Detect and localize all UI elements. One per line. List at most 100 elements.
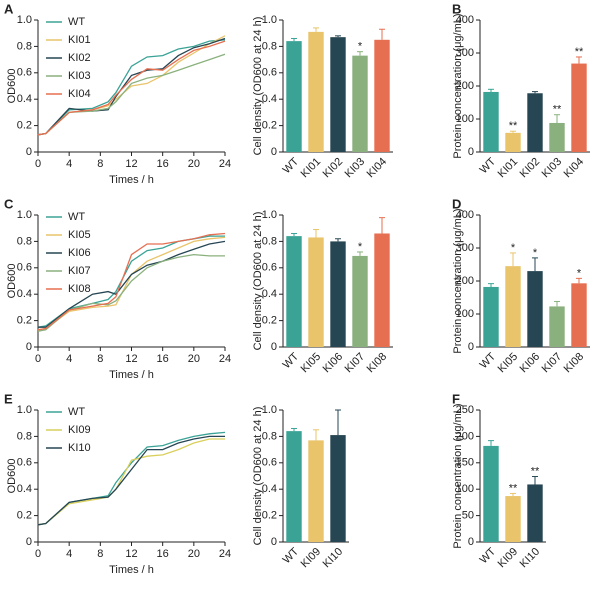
bar: [286, 41, 302, 153]
legend-label: KI07: [68, 265, 91, 277]
significance-mark: *: [358, 41, 363, 53]
x-tick-label: KI01: [496, 156, 520, 180]
bar: [330, 435, 346, 542]
y-tick-label: 1.0: [17, 14, 32, 26]
y-axis-title: Protein concentration (μg/mL): [452, 403, 464, 548]
x-tick-label: 12: [125, 548, 137, 560]
series-line: [37, 236, 226, 331]
y-tick-label: 0: [468, 341, 474, 353]
x-tick-label: 0: [35, 158, 41, 170]
legend-label: KI03: [68, 70, 91, 82]
y-tick-label: 1.0: [262, 209, 277, 221]
y-tick-label: 200: [456, 275, 474, 287]
x-tick-label: 4: [66, 353, 72, 365]
y-axis-title: OD600: [6, 264, 18, 299]
panel-label: F: [452, 391, 460, 406]
bar: [374, 233, 390, 347]
y-tick-label: 50: [462, 510, 474, 522]
y-tick-label: 400: [456, 14, 474, 26]
x-tick-label: 8: [97, 158, 103, 170]
x-tick-label: 20: [188, 158, 200, 170]
y-tick-label: 100: [456, 483, 474, 495]
y-tick-label: 0.2: [262, 510, 277, 522]
x-tick-label: KI05: [299, 351, 323, 375]
y-tick-label: 1.0: [262, 404, 277, 416]
x-tick-label: WT: [478, 545, 499, 566]
x-tick-label: KI07: [540, 351, 564, 375]
x-tick-label: 12: [125, 353, 137, 365]
y-axis-title: Cell density (OD600 at 24 h): [252, 407, 264, 546]
y-tick-label: 0: [468, 146, 474, 158]
bar: [505, 266, 521, 347]
y-axis-title: Cell density (OD600 at 24 h): [252, 17, 264, 156]
series-line: [38, 240, 226, 328]
y-tick-label: 0: [271, 341, 277, 353]
significance-mark: *: [358, 241, 363, 253]
significance-mark: **: [553, 104, 562, 116]
significance-mark: *: [577, 267, 582, 279]
series-line: [37, 438, 225, 526]
y-tick-label: 0.2: [262, 315, 277, 327]
bar: [308, 440, 324, 542]
y-tick-label: 0.6: [17, 67, 32, 79]
y-tick-label: 0.2: [262, 120, 277, 132]
series-line: [37, 253, 225, 332]
y-axis-title: Cell density (OD600 at 24 h): [252, 212, 264, 351]
x-tick-label: 0: [35, 548, 41, 560]
legend-label: WT: [68, 211, 85, 223]
x-tick-label: KI06: [518, 351, 542, 375]
y-tick-label: 0.4: [17, 483, 32, 495]
panel-label: B: [452, 1, 461, 16]
y-tick-label: 1.0: [17, 404, 32, 416]
y-tick-label: 200: [456, 430, 474, 442]
series-line: [37, 35, 226, 136]
bar: [549, 306, 565, 347]
legend-label: KI06: [68, 247, 91, 259]
significance-mark: **: [575, 46, 584, 58]
y-axis-title: OD600: [6, 459, 18, 494]
y-tick-label: 300: [456, 242, 474, 254]
x-tick-label: 4: [66, 158, 72, 170]
y-tick-label: 1.0: [262, 14, 277, 26]
y-tick-label: 0: [26, 146, 32, 158]
y-tick-label: 0.6: [262, 67, 277, 79]
x-tick-label: 20: [188, 353, 200, 365]
bar: [549, 122, 565, 152]
y-tick-label: 0: [271, 536, 277, 548]
significance-mark: **: [531, 465, 540, 477]
panel-label: A: [4, 1, 14, 16]
bar: [286, 431, 302, 542]
series-line: [37, 40, 226, 136]
y-tick-label: 0.8: [262, 235, 277, 247]
x-tick-label: KI08: [365, 351, 389, 375]
bar: [483, 445, 499, 542]
y-tick-label: 0.4: [262, 483, 277, 495]
x-tick-label: WT: [478, 155, 499, 176]
x-tick-label: WT: [478, 350, 499, 371]
y-tick-label: 0.6: [262, 262, 277, 274]
bar: [330, 241, 346, 347]
x-tick-label: KI01: [299, 156, 323, 180]
series-line: [37, 37, 226, 136]
series-line: [37, 435, 225, 526]
x-tick-label: 24: [219, 548, 231, 560]
y-tick-label: 1.0: [17, 209, 32, 221]
bar: [527, 271, 543, 347]
y-tick-label: 0.8: [262, 40, 277, 52]
x-tick-label: 24: [219, 158, 231, 170]
x-tick-label: KI10: [518, 546, 542, 570]
x-tick-label: WT: [281, 545, 302, 566]
bar: [330, 37, 346, 152]
y-tick-label: 0.4: [262, 288, 277, 300]
bar: [308, 237, 324, 347]
y-tick-label: 0.4: [17, 93, 32, 105]
panel-label: E: [4, 391, 13, 406]
x-tick-label: KI09: [299, 546, 323, 570]
bar: [571, 283, 587, 347]
y-tick-label: 100: [456, 308, 474, 320]
y-tick-label: 0.6: [262, 457, 277, 469]
y-tick-label: 0.2: [17, 510, 32, 522]
x-tick-label: WT: [281, 350, 302, 371]
y-tick-label: 0.8: [17, 40, 32, 52]
legend-label: KI04: [68, 88, 91, 100]
